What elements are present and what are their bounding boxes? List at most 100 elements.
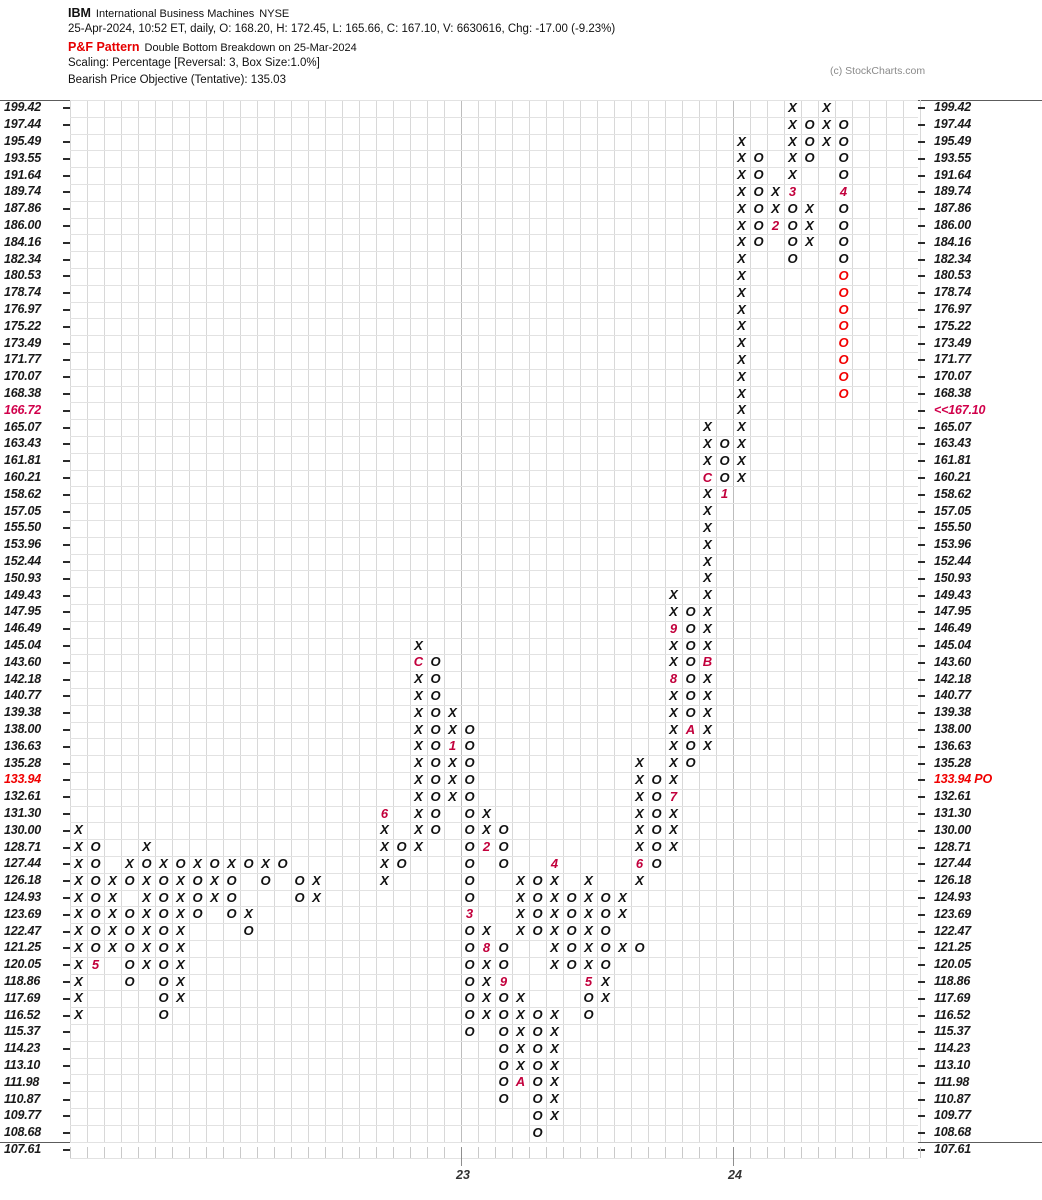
x-axis-minor-tick <box>767 1147 768 1158</box>
pnf-mark-x: X <box>516 1040 525 1056</box>
pnf-mark-o: O <box>90 923 101 939</box>
price-label-right: 171.77 <box>934 352 972 367</box>
symbol-line: IBM International Business Machines NYSE <box>68 6 289 20</box>
x-axis-minor-tick <box>631 1147 632 1158</box>
pnf-mark-x: X <box>550 1007 559 1023</box>
pnf-mark-x: X <box>737 251 746 267</box>
pnf-mark-x: X <box>703 620 712 636</box>
x-axis-minor-tick <box>546 1147 547 1158</box>
axis-tick-left <box>63 863 70 866</box>
pnf-mark-x: X <box>176 923 185 939</box>
pnf-mark-month-5: 5 <box>91 956 100 972</box>
pnf-mark-o: O <box>804 133 815 149</box>
price-label-right: 107.61 <box>934 1142 972 1156</box>
pnf-mark-month-4: 4 <box>550 856 559 871</box>
grid-line-horizontal <box>70 402 918 404</box>
axis-tick-left <box>63 275 70 278</box>
pnf-mark-o: O <box>719 452 730 468</box>
pnf-mark-x: X <box>550 1108 559 1123</box>
axis-tick-right <box>918 611 925 614</box>
price-label-right: 140.77 <box>934 688 972 703</box>
price-label-right: 117.69 <box>934 990 971 1005</box>
axis-tick-right <box>918 493 925 496</box>
pnf-mark-x: X <box>261 856 270 871</box>
grid-line-horizontal <box>70 419 918 421</box>
pnf-mark-o: O <box>600 923 611 939</box>
exchange-name: NYSE <box>259 8 290 20</box>
pnf-mark-o: O <box>532 889 543 905</box>
pnf-mark-o: O <box>430 772 441 787</box>
pnf-mark-x: X <box>448 721 457 737</box>
grid-line-horizontal <box>70 301 918 303</box>
pnf-mark-x: X <box>227 856 236 871</box>
axis-tick-right <box>918 712 925 715</box>
pnf-mark-o: O <box>566 940 577 955</box>
pnf-mark-x: X <box>703 688 712 703</box>
axis-tick-left <box>63 997 70 1000</box>
pnf-mark-month-9: 9 <box>669 620 678 636</box>
pnf-mark-x: X <box>669 738 678 754</box>
axis-tick-right <box>918 477 925 479</box>
grid-line-horizontal <box>70 452 918 454</box>
pnf-mark-month-B: B <box>702 654 713 670</box>
x-axis-minor-tick <box>529 1147 530 1158</box>
pnf-mark-month-2: 2 <box>771 217 780 233</box>
grid-line-horizontal <box>70 1158 918 1160</box>
pnf-mark-x: X <box>703 570 712 586</box>
pnf-mark-month-8: 8 <box>482 940 491 955</box>
axis-tick-right <box>918 174 925 177</box>
price-label-left: 160.21 <box>4 470 42 484</box>
pnf-mark-o: O <box>498 856 509 871</box>
axis-tick-right <box>918 124 925 127</box>
grid-line-horizontal <box>70 217 918 219</box>
pnf-mark-o: O <box>498 1007 509 1023</box>
axis-tick-right <box>918 275 925 278</box>
pnf-mark-x: X <box>312 889 321 905</box>
pnf-mark-o: O <box>430 822 441 838</box>
pnf-mark-x: X <box>771 200 780 216</box>
pnf-mark-o: O <box>838 217 849 233</box>
pnf-mark-o: O <box>430 704 441 720</box>
price-label-left: 165.07 <box>4 419 42 434</box>
axis-tick-left <box>63 561 70 563</box>
x-axis-minor-tick <box>512 1147 513 1158</box>
pnf-mark-o: O <box>685 671 696 687</box>
pnf-mark-o: O <box>464 1007 475 1023</box>
pnf-mark-o: O <box>787 200 798 216</box>
pnf-mark-o: O <box>192 872 203 888</box>
pnf-mark-o: O <box>566 889 577 905</box>
pnf-mark-o: O <box>192 889 203 905</box>
pnf-mark-x: X <box>176 889 185 905</box>
pnf-mark-x: X <box>703 604 712 619</box>
grid-line-horizontal <box>70 486 918 488</box>
axis-tick-left <box>63 1065 70 1067</box>
x-axis-minor-tick <box>87 1147 88 1158</box>
pnf-mark-x: X <box>142 940 151 955</box>
x-axis-minor-tick <box>342 1147 343 1158</box>
axis-tick-right <box>918 947 925 950</box>
pnf-mark-x: X <box>550 1057 559 1073</box>
pnf-mark-o: O <box>600 956 611 972</box>
pnf-mark-o: O <box>124 973 135 989</box>
x-axis-minor-tick <box>138 1147 139 1158</box>
pnf-mark-o: O <box>753 184 764 199</box>
axis-tick-left <box>63 779 70 782</box>
pnf-mark-x: X <box>669 637 678 653</box>
pnf-mark-o: O <box>90 889 101 905</box>
pnf-mark-x: X <box>635 772 644 787</box>
pnf-mark-o: O <box>719 436 730 451</box>
price-label-left: 166.72 <box>4 402 42 417</box>
axis-tick-right <box>918 292 925 295</box>
pnf-mark-o: O <box>464 973 475 989</box>
axis-tick-left <box>63 359 70 362</box>
price-label-left: 139.38 <box>4 705 42 720</box>
grid-line-horizontal <box>70 587 918 589</box>
axis-tick-left <box>63 124 70 127</box>
pnf-mark-x: X <box>635 755 644 771</box>
price-label-left: 161.81 <box>4 453 42 468</box>
price-label-left: 173.49 <box>4 335 42 350</box>
pnf-mark-x: X <box>142 956 151 972</box>
pnf-mark-o: O <box>396 856 407 871</box>
grid-line-horizontal <box>70 1057 918 1059</box>
pnf-mark-x: X <box>414 788 423 804</box>
